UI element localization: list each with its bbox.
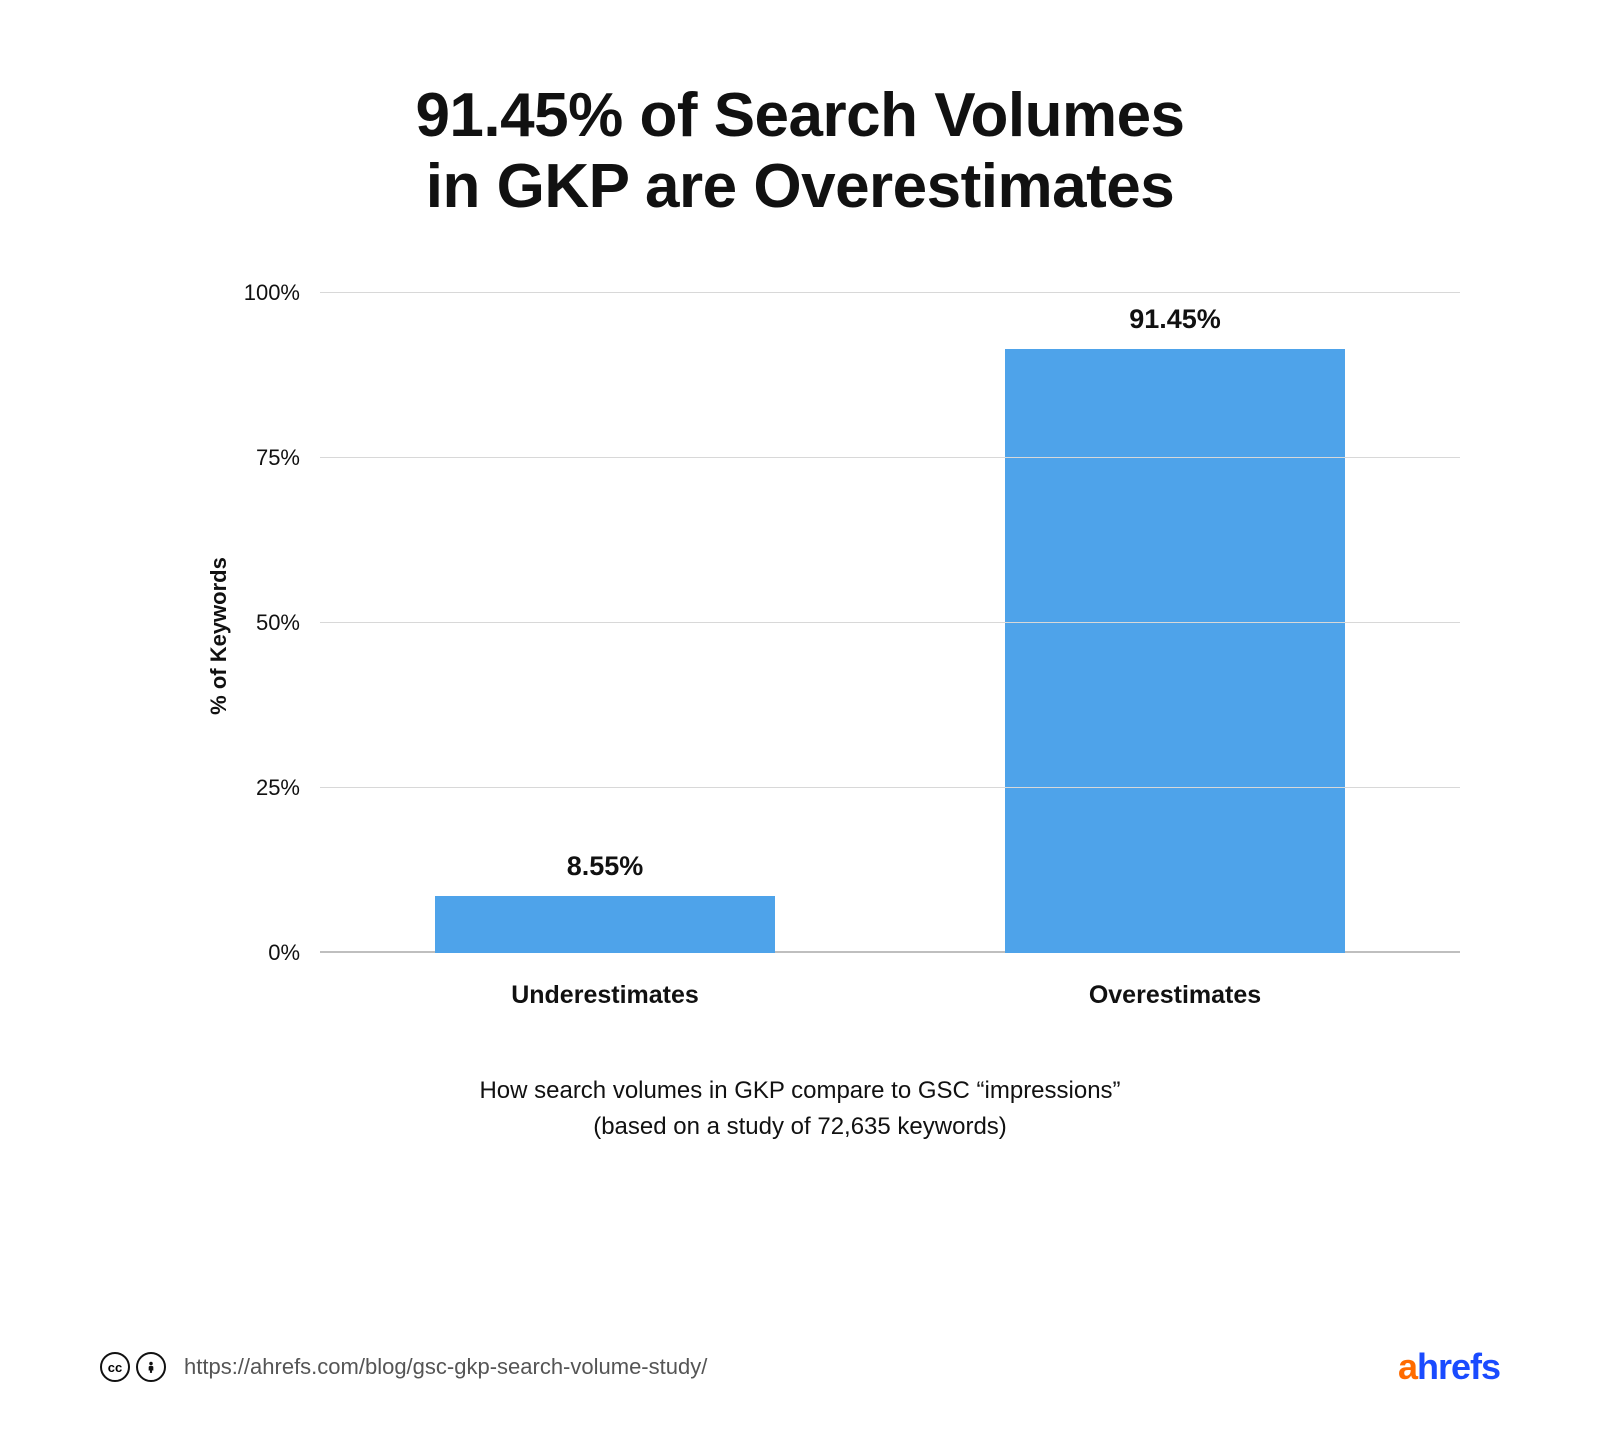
chart-caption: How search volumes in GKP compare to GSC… [100, 1073, 1500, 1145]
bar-value-label: 91.45% [1129, 304, 1221, 349]
brand-first-char: a [1398, 1346, 1417, 1387]
ahrefs-logo: ahrefs [1398, 1346, 1500, 1388]
grid-line [320, 457, 1460, 458]
y-tick-label: 50% [256, 610, 320, 636]
bar-slot: 91.45%Overestimates [890, 293, 1460, 953]
y-tick-label: 0% [268, 940, 320, 966]
title-line-2: in GKP are Overestimates [426, 152, 1174, 221]
grid-line [320, 622, 1460, 623]
cc-icon: cc [100, 1352, 130, 1382]
x-tick-label: Overestimates [1089, 953, 1261, 1010]
y-tick-label: 100% [244, 280, 320, 306]
bar-value-label: 8.55% [567, 851, 644, 896]
bar: 8.55% [435, 896, 775, 952]
chart-title: 91.45% of Search Volumes in GKP are Over… [100, 80, 1500, 223]
grid-line [320, 787, 1460, 788]
source-url: https://ahrefs.com/blog/gsc-gkp-search-v… [184, 1354, 707, 1380]
grid-line [320, 292, 1460, 293]
footer: cc https://ahrefs.com/blog/gsc-gkp-searc… [100, 1346, 1500, 1388]
cc-by-icon [136, 1352, 166, 1382]
caption-line-1: How search volumes in GKP compare to GSC… [479, 1077, 1120, 1104]
footer-left: cc https://ahrefs.com/blog/gsc-gkp-searc… [100, 1352, 707, 1382]
y-tick-label: 25% [256, 775, 320, 801]
y-axis-label: % of Keywords [206, 557, 232, 715]
chart-bars-group: 8.55%Underestimates91.45%Overestimates [320, 293, 1460, 953]
x-tick-label: Underestimates [511, 953, 699, 1010]
chart-area: % of Keywords 8.55%Underestimates91.45%O… [200, 293, 1460, 953]
infographic-container: 91.45% of Search Volumes in GKP are Over… [0, 0, 1600, 1444]
caption-line-2: (based on a study of 72,635 keywords) [593, 1113, 1007, 1140]
bar: 91.45% [1005, 349, 1345, 953]
chart-plot: 8.55%Underestimates91.45%Overestimates 0… [320, 293, 1460, 953]
bar-slot: 8.55%Underestimates [320, 293, 890, 953]
y-tick-label: 75% [256, 445, 320, 471]
brand-rest: hrefs [1417, 1346, 1500, 1387]
cc-license-icons: cc [100, 1352, 166, 1382]
title-line-1: 91.45% of Search Volumes [415, 81, 1184, 150]
